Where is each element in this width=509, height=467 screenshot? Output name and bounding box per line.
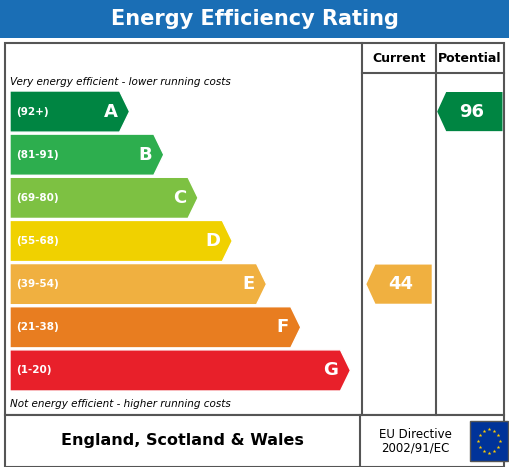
Text: 96: 96 [459,103,485,120]
Text: E: E [242,275,254,293]
Text: (92+): (92+) [16,106,49,117]
Text: (69-80): (69-80) [16,193,59,203]
Polygon shape [10,91,130,132]
Text: A: A [104,103,118,120]
Text: Energy Efficiency Rating: Energy Efficiency Rating [110,9,399,29]
Text: C: C [173,189,186,207]
Text: Not energy efficient - higher running costs: Not energy efficient - higher running co… [10,399,231,409]
Text: (39-54): (39-54) [16,279,59,289]
Text: 44: 44 [388,275,413,293]
Bar [470,421,508,461]
Bar [0,0,509,38]
Text: (1-20): (1-20) [16,366,51,375]
Polygon shape [10,134,164,175]
Polygon shape [10,307,301,348]
Text: (55-68): (55-68) [16,236,59,246]
Polygon shape [437,92,502,131]
Text: G: G [324,361,338,379]
Text: F: F [276,318,289,336]
Text: Current: Current [372,51,426,64]
Text: EU Directive: EU Directive [379,427,451,440]
Text: England, Scotland & Wales: England, Scotland & Wales [61,433,304,448]
Text: D: D [205,232,220,250]
Bar [5,415,504,467]
Text: Potential: Potential [438,51,501,64]
Polygon shape [10,350,350,391]
Polygon shape [366,265,432,304]
Polygon shape [10,263,267,304]
Text: 2002/91/EC: 2002/91/EC [381,441,449,454]
Text: (21-38): (21-38) [16,322,59,333]
Polygon shape [10,220,232,262]
Polygon shape [10,177,198,219]
Text: Very energy efficient - lower running costs: Very energy efficient - lower running co… [10,77,231,87]
Text: (81-91): (81-91) [16,150,59,160]
Bar [5,43,504,415]
Text: B: B [138,146,152,164]
